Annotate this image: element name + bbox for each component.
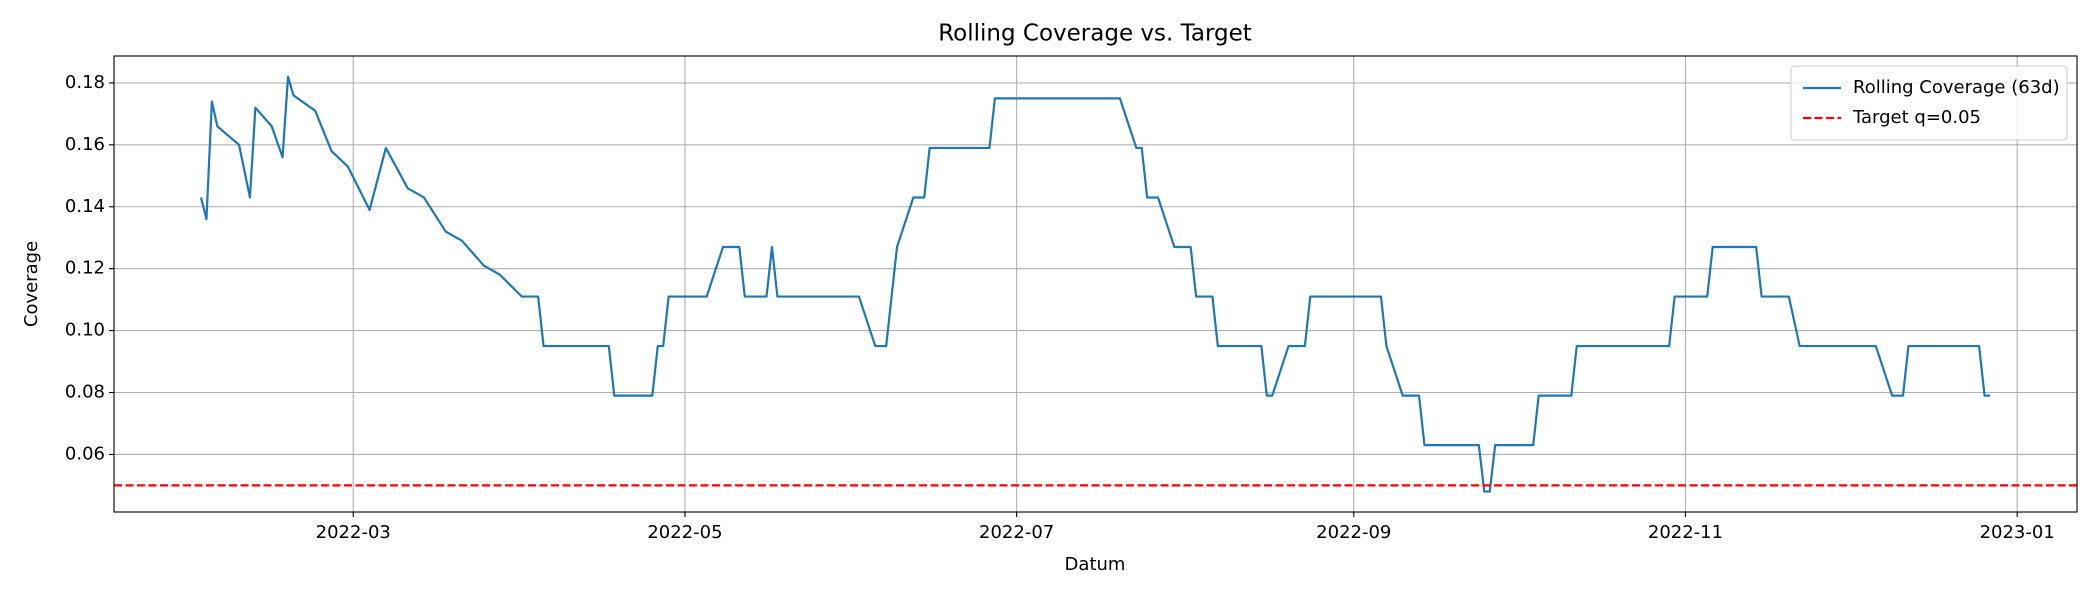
x-tick-label: 2022-11 [1648,522,1723,543]
x-axis-label: Datum [1065,554,1126,575]
y-tick-label: 0.08 [65,382,105,403]
legend-label: Rolling Coverage (63d) [1853,77,2060,98]
plot-frame [113,55,2078,513]
x-tick-label: 2022-07 [979,522,1054,543]
y-tick-label: 0.14 [65,196,105,217]
y-axis-label: Coverage [21,241,42,327]
chart-title: Rolling Coverage vs. Target [938,21,1252,47]
legend-label: Target q=0.05 [1852,107,1981,128]
data-line [199,75,1990,493]
y-tick-label: 0.12 [65,258,105,279]
x-tick-label: 2023-01 [1980,522,2055,543]
x-tick-label: 2022-03 [316,522,391,543]
y-tick-label: 0.16 [65,134,105,155]
y-tick-label: 0.06 [65,443,105,464]
x-tick-label: 2022-05 [647,522,722,543]
x-tick-label: 2022-09 [1316,522,1391,543]
y-tick-label: 0.18 [65,72,105,93]
y-tick-label: 0.10 [65,320,105,341]
legend-box [1790,65,2068,141]
